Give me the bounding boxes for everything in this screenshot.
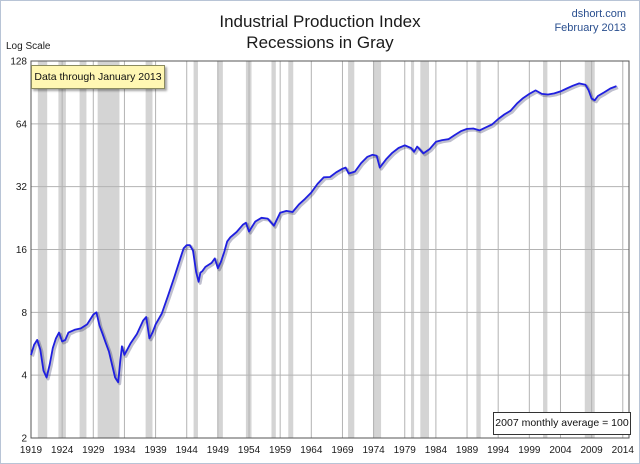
x-tick-label: 1959 [269,445,292,456]
x-tick-label: 1999 [518,445,541,456]
y-tick-label: 8 [21,308,27,319]
x-tick-label: 1929 [82,445,105,456]
chart-subtitle: Recessions in Gray [246,33,394,52]
x-tick-label: 2014 [612,445,635,456]
y-tick-label: 4 [21,371,27,382]
x-tick-label: 1954 [238,445,261,456]
y-tick-label: 128 [10,57,27,68]
y-axis-label: Log Scale [6,41,51,52]
x-tick-label: 1949 [207,445,230,456]
base-note: 2007 monthly average = 100 [493,412,631,435]
plot-border [30,60,630,439]
x-tick-label: 2004 [549,445,572,456]
x-tick-label: 1994 [487,445,510,456]
x-tick-label: 1939 [144,445,167,456]
x-tick-label: 1934 [113,445,136,456]
x-tick-label: 1919 [20,445,43,456]
y-tick-label: 16 [16,245,28,256]
y-tick-label: 32 [16,182,28,193]
x-tick-label: 1989 [456,445,479,456]
date-label: February 2013 [554,22,626,34]
series-line [30,82,617,384]
x-tick-label: 1924 [51,445,74,456]
chart-title: Industrial Production Index [219,12,421,31]
x-tick-label: 1974 [362,445,385,456]
x-tick-label: 2009 [581,445,604,456]
y-tick-label: 2 [21,434,27,445]
x-tick-label: 1984 [425,445,448,456]
x-tick-label: 1969 [331,445,354,456]
x-tick-label: 1979 [394,445,417,456]
x-tick-label: 1944 [176,445,199,456]
source-label: dshort.com [571,8,626,20]
x-tick-label: 1964 [300,445,323,456]
y-tick-label: 64 [16,119,28,130]
data-through-callout: Data through January 2013 [31,65,165,89]
